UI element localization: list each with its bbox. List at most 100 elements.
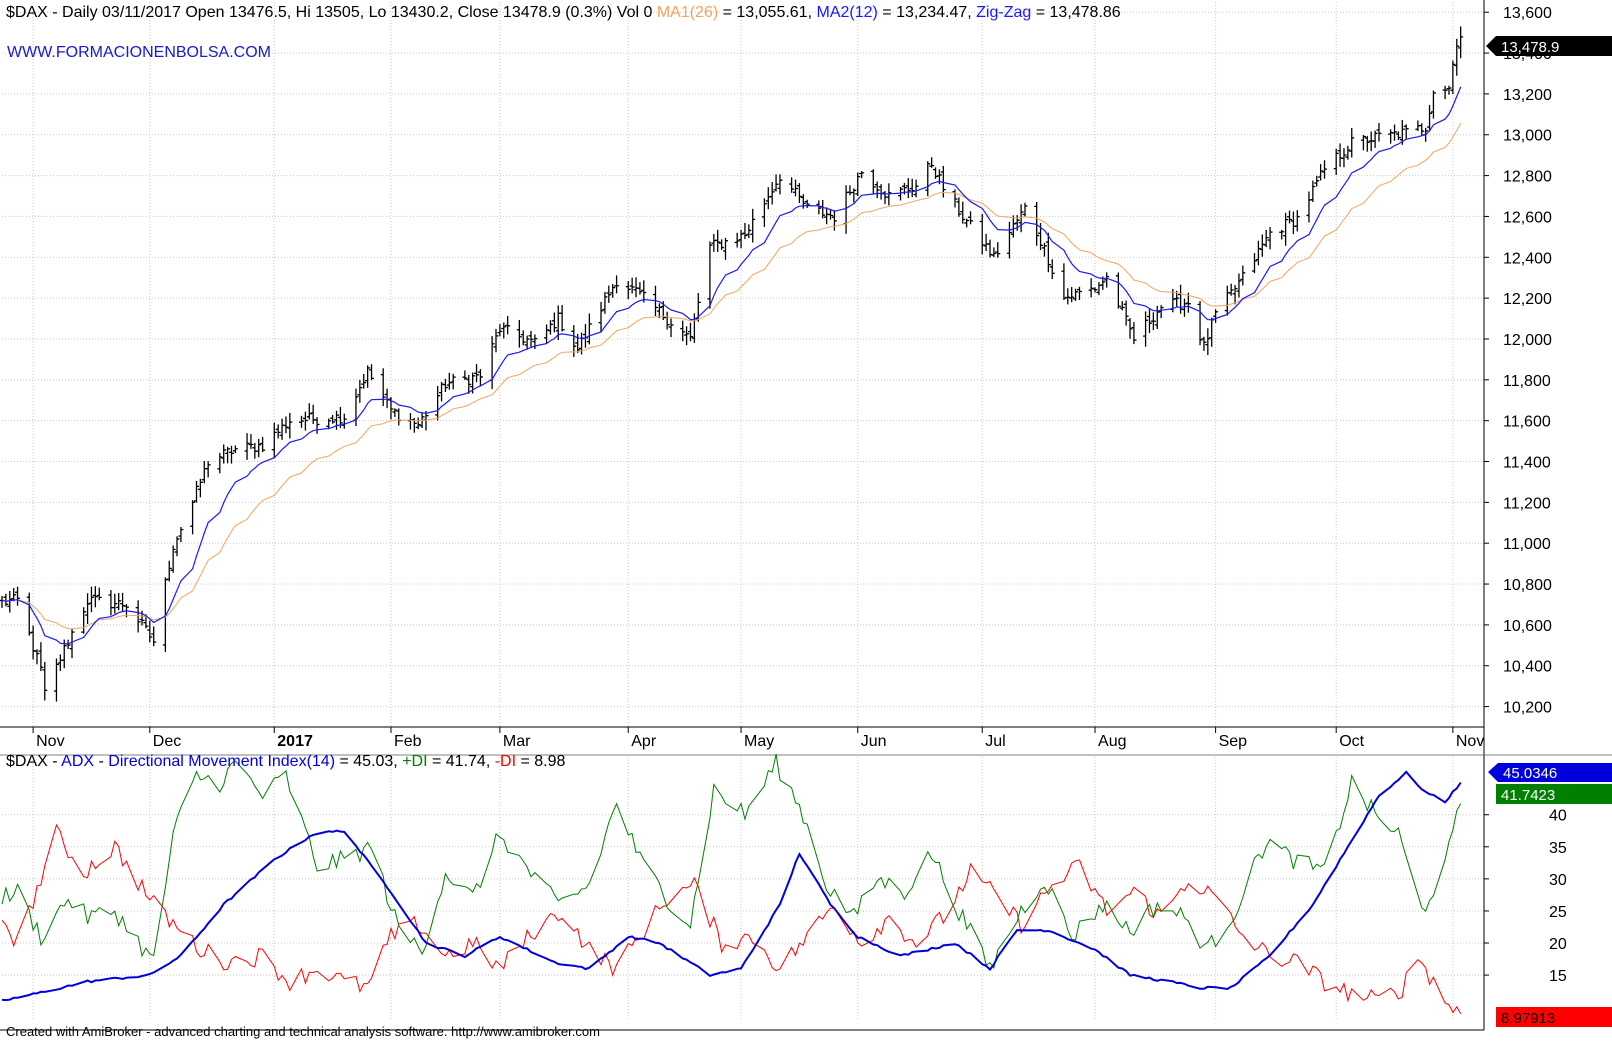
ohlc-bar <box>874 181 880 199</box>
ohlc-bar <box>38 642 44 672</box>
ohlc-bar <box>1395 131 1401 141</box>
ohlc-bar <box>1283 212 1289 246</box>
ohlc-bar <box>357 379 363 403</box>
zigzag-legend-label: Zig-Zag <box>976 4 1031 21</box>
ohlc-bar <box>551 312 557 333</box>
ohlc-bar <box>190 500 196 535</box>
ma1-line <box>1 123 1462 630</box>
mdi-value-marker: 8.97913 <box>1496 1007 1612 1027</box>
ohlc-bar <box>151 626 157 647</box>
ohlc-bar <box>221 444 227 464</box>
ohlc-bar <box>1092 287 1098 293</box>
ohlc-bar <box>493 329 499 353</box>
ohlc-bar <box>1318 164 1324 181</box>
ohlc-bar <box>1252 253 1258 274</box>
price-pane: 10,200 10,400 10,600 10,800 11,000 11,200 11,4… <box>0 0 1612 755</box>
ohlc-bar <box>271 422 277 459</box>
ohlc-bar <box>497 324 503 337</box>
ohlc-bar <box>952 189 958 208</box>
ma1-legend-label: MA1(26) <box>657 4 718 21</box>
ma1-legend-value: = 13,055.61, <box>718 4 816 21</box>
ohlc-bar <box>3 593 9 607</box>
ohlc-bar <box>929 157 935 168</box>
ohlc-bar <box>606 285 612 303</box>
ohlc-bar <box>995 242 1001 258</box>
ohlc-bar <box>1294 210 1300 232</box>
ma2-line <box>1 86 1462 645</box>
ohlc-bar <box>1228 283 1234 296</box>
ohlc-bar <box>174 536 180 557</box>
adx-legend-label: ADX <box>61 753 94 770</box>
pdi-legend-label: +DI <box>402 753 427 770</box>
ohlc-bar <box>769 182 775 205</box>
ohlc-bar <box>761 198 767 228</box>
adx-y-tick-label: 30 <box>1549 872 1567 889</box>
ohlc-bar <box>1041 242 1047 257</box>
ohlc-bar <box>1392 124 1398 141</box>
ohlc-bar <box>205 461 211 478</box>
ohlc-bar <box>505 315 511 335</box>
ohlc-bar <box>1236 273 1242 298</box>
ohlc-bar <box>913 179 919 198</box>
price-x-tick-label: 2017 <box>277 733 313 750</box>
price-y-tick-label: 10,400 <box>1503 659 1552 676</box>
ohlc-bar <box>474 364 480 383</box>
ohlc-bar <box>898 186 904 201</box>
price-y-tick-label: 11,000 <box>1503 536 1551 553</box>
ohlc-bar <box>135 600 141 633</box>
ohlc-bar <box>1450 60 1456 94</box>
ohlc-bar <box>793 179 799 197</box>
ohlc-bar <box>275 424 281 439</box>
price-x-tick-label: Apr <box>631 733 657 750</box>
ohlc-bar <box>306 403 312 420</box>
ohlc-bar <box>415 417 421 430</box>
adx-y-axis: 15 20 25 30 35 40 <box>0 755 1567 1031</box>
ohlc-bar <box>742 222 748 240</box>
adx-header-sep2: - <box>94 753 108 770</box>
ohlc-bar <box>614 275 620 294</box>
adx-value-label: 45.0346 <box>1503 765 1557 782</box>
ohlc-bar <box>147 620 153 643</box>
ohlc-bar <box>528 330 534 348</box>
ohlc-bar <box>1181 298 1187 317</box>
adx-legend-value: = 45.03, <box>335 753 402 770</box>
ohlc-bar <box>684 326 690 346</box>
ohlc-bar <box>804 199 810 208</box>
ohlc-bar <box>956 197 962 217</box>
adx-y-tick-label: 20 <box>1549 936 1567 953</box>
ohlc-bar <box>789 177 795 193</box>
price-y-tick-label: 10,200 <box>1503 700 1552 717</box>
ohlc-bar <box>1076 286 1082 301</box>
ohlc-bar <box>314 417 320 434</box>
ohlc-bar <box>1150 312 1156 331</box>
ohlc-bar <box>256 438 262 458</box>
ohlc-bar <box>477 369 483 387</box>
price-x-tick-label: Feb <box>394 733 422 750</box>
price-y-tick-label: 13,600 <box>1503 5 1552 22</box>
ohlc-bar <box>462 370 468 380</box>
ohlc-bar <box>1045 232 1051 273</box>
price-y-tick-label: 11,800 <box>1503 373 1551 390</box>
pdi-value-marker: 41.7423 <box>1496 784 1612 804</box>
ohlc-bar <box>1201 336 1207 351</box>
adx-y-tick-label: 25 <box>1549 904 1567 921</box>
price-y-tick-label: 12,600 <box>1503 209 1552 226</box>
ohlc-bar <box>750 208 756 243</box>
ohlc-bar <box>722 237 728 260</box>
ohlc-bar <box>193 480 199 503</box>
ohlc-bar <box>738 229 744 249</box>
ohlc-bar <box>287 412 293 439</box>
price-ohlc-bars <box>0 26 1464 702</box>
ohlc-bar <box>602 291 608 314</box>
adx-value-marker: 45.0346 <box>1488 763 1612 782</box>
ohlc-bar <box>1349 127 1355 158</box>
ohlc-bar <box>520 330 526 346</box>
ohlc-bar <box>1119 301 1125 311</box>
ohlc-bar <box>225 446 231 464</box>
ohlc-bar <box>1403 124 1409 139</box>
ohlc-bar <box>1104 272 1110 288</box>
ohlc-bar <box>1232 285 1238 305</box>
price-x-axis: Nov Dec 2017 Feb Mar Apr May Jun Jul Aug Sep Oct Nov <box>0 726 1484 750</box>
ohlc-bar <box>1430 90 1436 119</box>
